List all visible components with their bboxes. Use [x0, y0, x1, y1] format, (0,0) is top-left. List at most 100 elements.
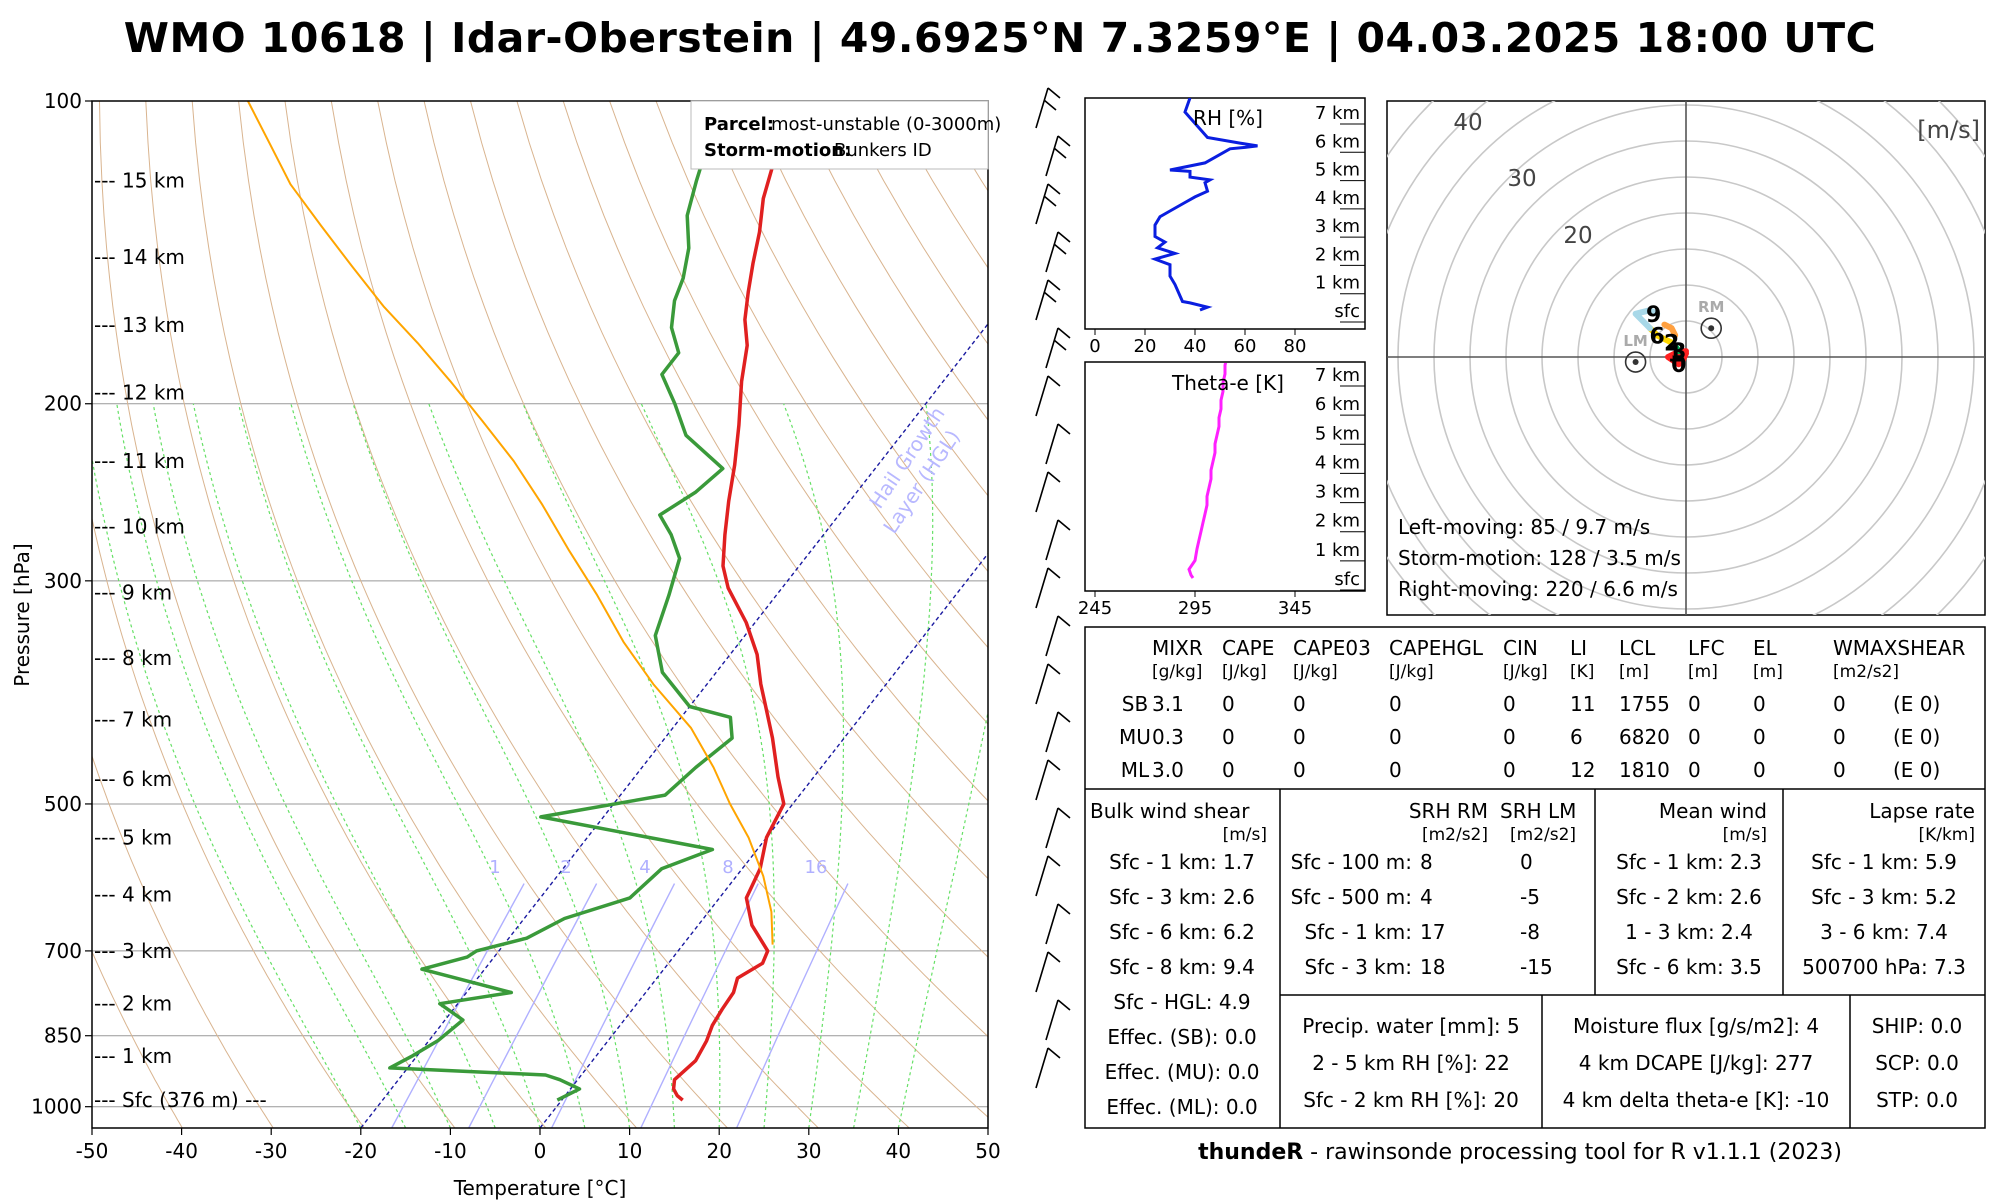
moist-adiabat: [352, 403, 631, 1128]
dry-adiabat: [470, 101, 988, 958]
table-cell: 12: [1570, 758, 1595, 782]
hodo-ring-label: 20: [1563, 223, 1592, 249]
table-header-unit: [J/kg]: [1389, 662, 1434, 682]
barb-staff: [1035, 183, 1049, 225]
storm-marker-dot: [1708, 325, 1715, 332]
barb-staff: [1035, 471, 1049, 513]
table-header-unit: [m]: [1619, 662, 1649, 682]
height-label: --- 7 km: [94, 707, 172, 731]
table-cell: 0: [1688, 725, 1701, 749]
srh-header: SRH LM: [1500, 799, 1576, 823]
rh-line: [1150, 98, 1258, 312]
height-label: --- 15 km: [94, 169, 185, 193]
shear-row: Sfc - 3 km: 2.6: [1109, 885, 1255, 909]
flux-row: 4 km delta theta-e [K]: -10: [1563, 1088, 1830, 1112]
height-label: --- 10 km: [94, 515, 185, 539]
table-cell: (E 0): [1893, 758, 1940, 782]
wind-barb: [1045, 231, 1071, 273]
rh-height-label: 3 km: [1315, 216, 1360, 237]
barb-staff: [1045, 423, 1059, 465]
dry-adiabat: [99, 101, 456, 1128]
y-tick-label: 200: [44, 392, 82, 416]
height-label: --- 6 km: [94, 767, 172, 791]
rh-height-label: 5 km: [1315, 160, 1360, 181]
parcel-legend: Parcel: most-unstable (0-3000m) Storm-mo…: [690, 100, 1001, 170]
lapse-row: Sfc - 3 km: 5.2: [1811, 885, 1957, 909]
moist-adiabat: [640, 403, 775, 1128]
table-cell: 0: [1222, 725, 1235, 749]
table-cell: 0: [1222, 758, 1235, 782]
barb-flag: [1047, 471, 1061, 483]
srh-row-label: Sfc - 500 m:: [1291, 885, 1412, 909]
wind-barb: [1045, 711, 1071, 753]
thetae-line: [1187, 363, 1228, 579]
barb-flag: [1057, 519, 1071, 531]
legend-storm-label: Storm-motion:: [704, 140, 851, 161]
wind-barb: [1035, 567, 1061, 609]
table-cell: 0: [1222, 692, 1235, 716]
barb-flag: [1047, 183, 1061, 195]
x-tick-label: 20: [706, 1139, 731, 1163]
rh-height-label: 1 km: [1315, 273, 1360, 294]
hodo-ring-label: 40: [1453, 110, 1482, 136]
table-header-name: MIXR: [1152, 636, 1203, 660]
flux-row: Moisture flux [g/s/m2]: 4: [1573, 1014, 1819, 1038]
barb-flag: [1057, 999, 1071, 1011]
shear-row: Sfc - HGL: 4.9: [1113, 990, 1250, 1014]
table-cell: 0: [1833, 692, 1846, 716]
shear-title: Bulk wind shear: [1090, 799, 1250, 823]
wind-barb: [1035, 951, 1061, 993]
rh-height-label: 2 km: [1315, 244, 1360, 265]
hodograph-unit: [m/s]: [1917, 116, 1980, 144]
srh-row-label: Sfc - 3 km:: [1304, 955, 1412, 979]
wind-barb: [1035, 375, 1061, 417]
srh-unit: [m2/s2]: [1422, 825, 1488, 845]
x-tick-label: -50: [76, 1139, 109, 1163]
barb-staff: [1035, 1047, 1049, 1089]
rh-x-tick-label: 40: [1184, 336, 1207, 357]
thetae-x-tick-label: 345: [1278, 598, 1312, 619]
barb-staff: [1035, 663, 1049, 705]
dry-adiabat: [92, 950, 183, 1128]
barb-flag: [1053, 339, 1067, 351]
mixing-ratio-labels: 1 2 4 8 16: [489, 857, 827, 878]
mixing-ratio-line: [391, 883, 525, 1128]
moist-adiabat: [290, 403, 586, 1128]
moist-adiabat: [853, 403, 934, 1128]
dry-adiabat: [284, 101, 819, 1128]
storm-marker-label: RM: [1698, 298, 1724, 316]
height-label: --- 8 km: [94, 646, 172, 670]
table-cell: 0: [1753, 692, 1766, 716]
table-frame: [1084, 626, 1986, 1129]
dry-adiabat: [423, 101, 988, 1038]
table-header-name: LI: [1570, 636, 1587, 660]
moist-adiabat: [522, 403, 721, 1128]
wind-barb: [1045, 615, 1071, 657]
barb-flag: [1057, 231, 1071, 243]
storm-marker: [1624, 351, 1647, 373]
barb-staff: [1045, 519, 1059, 561]
shear-row: Effec. (ML): 0.0: [1106, 1095, 1257, 1119]
thetae-series: [1187, 363, 1228, 579]
barb-flag: [1057, 903, 1071, 915]
lapse-row: 3 - 6 km: 7.4: [1820, 920, 1948, 944]
barb-staff: [1045, 135, 1059, 177]
srh-lm-value: 0: [1520, 850, 1533, 874]
wind-barb: [1045, 519, 1071, 561]
wind-barb: [1045, 903, 1071, 945]
barb-staff: [1035, 759, 1049, 801]
shear-row: Effec. (MU): 0.0: [1105, 1060, 1260, 1084]
table-header-name: WMAXSHEAR: [1833, 636, 1965, 660]
barb-staff: [1045, 231, 1059, 273]
rh-series: [1150, 98, 1258, 312]
height-label: --- Sfc (376 m) ---: [94, 1088, 267, 1112]
barb-flag: [1043, 99, 1057, 111]
table-row-label: SB: [1122, 692, 1148, 716]
table-header-unit: [J/kg]: [1503, 662, 1548, 682]
barb-flag: [1053, 243, 1067, 255]
meanwind-row: 1 - 3 km: 2.4: [1625, 920, 1753, 944]
rh-panel: RH [%] 7 km 6 km 5 km 4 km 3 km 2 km 1 km sfc 0…: [1084, 97, 1366, 357]
height-label: --- 1 km: [94, 1044, 172, 1068]
moisture-row: 2 - 5 km RH [%]: 22: [1312, 1051, 1510, 1075]
barb-flag: [1047, 567, 1061, 579]
